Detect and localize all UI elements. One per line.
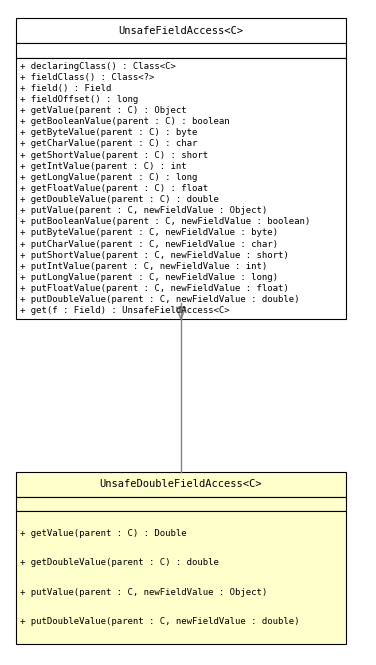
Text: + getValue(parent : C) : Object: + getValue(parent : C) : Object — [20, 106, 187, 115]
Text: + putShortValue(parent : C, newFieldValue : short): + putShortValue(parent : C, newFieldValu… — [20, 251, 289, 260]
Text: + fieldClass() : Class<?>: + fieldClass() : Class<?> — [20, 72, 155, 82]
Text: + getShortValue(parent : C) : short: + getShortValue(parent : C) : short — [20, 150, 208, 160]
Text: + putLongValue(parent : C, newFieldValue : long): + putLongValue(parent : C, newFieldValue… — [20, 273, 278, 282]
Text: + getValue(parent : C) : Double: + getValue(parent : C) : Double — [20, 529, 187, 538]
Text: + getFloatValue(parent : C) : float: + getFloatValue(parent : C) : float — [20, 184, 208, 193]
Text: + putValue(parent : C, newFieldValue : Object): + putValue(parent : C, newFieldValue : O… — [20, 206, 267, 215]
Text: + field() : Field: + field() : Field — [20, 84, 111, 93]
Polygon shape — [176, 307, 185, 319]
Text: + putIntValue(parent : C, newFieldValue : int): + putIntValue(parent : C, newFieldValue … — [20, 262, 267, 271]
Text: + getLongValue(parent : C) : long: + getLongValue(parent : C) : long — [20, 173, 197, 182]
Text: UnsafeDoubleFieldAccess<C>: UnsafeDoubleFieldAccess<C> — [100, 479, 262, 489]
Text: + getBooleanValue(parent : C) : boolean: + getBooleanValue(parent : C) : boolean — [20, 117, 230, 126]
Bar — [16, 58, 346, 319]
Text: + getDoubleValue(parent : C) : double: + getDoubleValue(parent : C) : double — [20, 195, 219, 204]
Text: + putFloatValue(parent : C, newFieldValue : float): + putFloatValue(parent : C, newFieldValu… — [20, 284, 289, 293]
Text: + fieldOffset() : long: + fieldOffset() : long — [20, 95, 138, 104]
Text: + putDoubleValue(parent : C, newFieldValue : double): + putDoubleValue(parent : C, newFieldVal… — [20, 617, 300, 626]
Text: + putValue(parent : C, newFieldValue : Object): + putValue(parent : C, newFieldValue : O… — [20, 588, 267, 597]
Text: + putByteValue(parent : C, newFieldValue : byte): + putByteValue(parent : C, newFieldValue… — [20, 229, 278, 237]
Text: + get(f : Field) : UnsafeFieldAccess<C>: + get(f : Field) : UnsafeFieldAccess<C> — [20, 307, 230, 315]
Text: + putBooleanValue(parent : C, newFieldValue : boolean): + putBooleanValue(parent : C, newFieldVa… — [20, 217, 310, 226]
Text: + getByteValue(parent : C) : byte: + getByteValue(parent : C) : byte — [20, 128, 197, 137]
Text: + putCharValue(parent : C, newFieldValue : char): + putCharValue(parent : C, newFieldValue… — [20, 239, 278, 249]
Bar — [16, 43, 346, 58]
Text: + getCharValue(parent : C) : char: + getCharValue(parent : C) : char — [20, 140, 197, 148]
Bar — [16, 471, 346, 497]
Bar — [16, 497, 346, 511]
Text: + getDoubleValue(parent : C) : double: + getDoubleValue(parent : C) : double — [20, 559, 219, 567]
Text: + getIntValue(parent : C) : int: + getIntValue(parent : C) : int — [20, 162, 187, 171]
Text: + declaringClass() : Class<C>: + declaringClass() : Class<C> — [20, 62, 176, 70]
Text: UnsafeFieldAccess<C>: UnsafeFieldAccess<C> — [118, 25, 244, 35]
Text: + putDoubleValue(parent : C, newFieldValue : double): + putDoubleValue(parent : C, newFieldVal… — [20, 295, 300, 305]
Bar — [16, 511, 346, 644]
Bar — [16, 18, 346, 43]
